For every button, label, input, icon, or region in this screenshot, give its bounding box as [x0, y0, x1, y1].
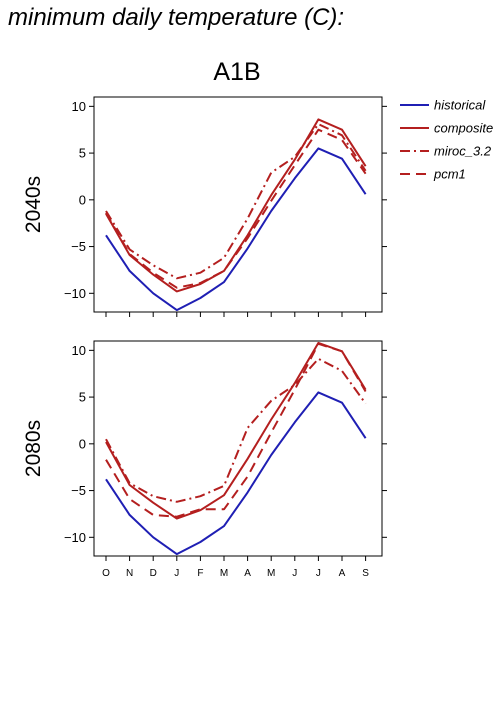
y-tick-label: 5	[79, 146, 86, 161]
x-tick-label: D	[150, 568, 157, 579]
y-tick-label: −5	[71, 239, 86, 254]
plot-frame	[93, 96, 383, 313]
y-tick-label: −10	[64, 530, 86, 545]
x-tick-label: A	[339, 568, 346, 579]
panel-2040s: −10 −5 0 5 10 2040s	[22, 96, 387, 317]
series-line-pcm1	[105, 128, 367, 289]
x-tick-label: S	[362, 568, 369, 579]
page-title: minimum daily temperature (C):	[8, 4, 345, 31]
series-line-pcm1	[105, 342, 367, 518]
x-tick-label: A	[244, 568, 251, 579]
plot-frame	[93, 340, 383, 557]
chart-legend: historical composite miroc_3.2 pcm1	[400, 98, 493, 182]
legend-label: historical	[434, 98, 486, 113]
legend-label: composite	[434, 121, 493, 136]
x-tick-label: O	[102, 568, 110, 579]
legend-label: miroc_3.2	[434, 144, 492, 159]
chart-panels: −10 −5 0 5 10 2040s −10 −5 0 5 10 O N D J F M A M J J A S 2080s	[22, 96, 387, 579]
x-tick-label: N	[126, 568, 133, 579]
x-tick-label: J	[174, 568, 179, 579]
x-tick-label: M	[267, 568, 275, 579]
x-tick-label: J	[292, 568, 297, 579]
y-axis-label: 2080s	[22, 420, 45, 477]
y-tick-label: 0	[79, 436, 86, 451]
y-tick-label: 10	[72, 343, 86, 358]
y-tick-label: 10	[72, 99, 86, 114]
series-line-miroc_3.2	[105, 357, 367, 503]
y-tick-label: 0	[79, 192, 86, 207]
x-tick-label: F	[197, 568, 203, 579]
legend-label: pcm1	[433, 167, 466, 182]
series-line-miroc_3.2	[105, 123, 367, 280]
series-line-historical	[105, 147, 367, 312]
chart-title: A1B	[213, 58, 260, 86]
panel-2080s: −10 −5 0 5 10 O N D J F M A M J J A S 2080s	[22, 340, 387, 579]
series-line-historical	[105, 391, 367, 556]
y-axis-label: 2040s	[22, 176, 45, 233]
x-tick-label: J	[316, 568, 321, 579]
x-tick-label: M	[220, 568, 228, 579]
y-tick-label: 5	[79, 390, 86, 405]
y-tick-label: −5	[71, 483, 86, 498]
y-tick-label: −10	[64, 286, 86, 301]
